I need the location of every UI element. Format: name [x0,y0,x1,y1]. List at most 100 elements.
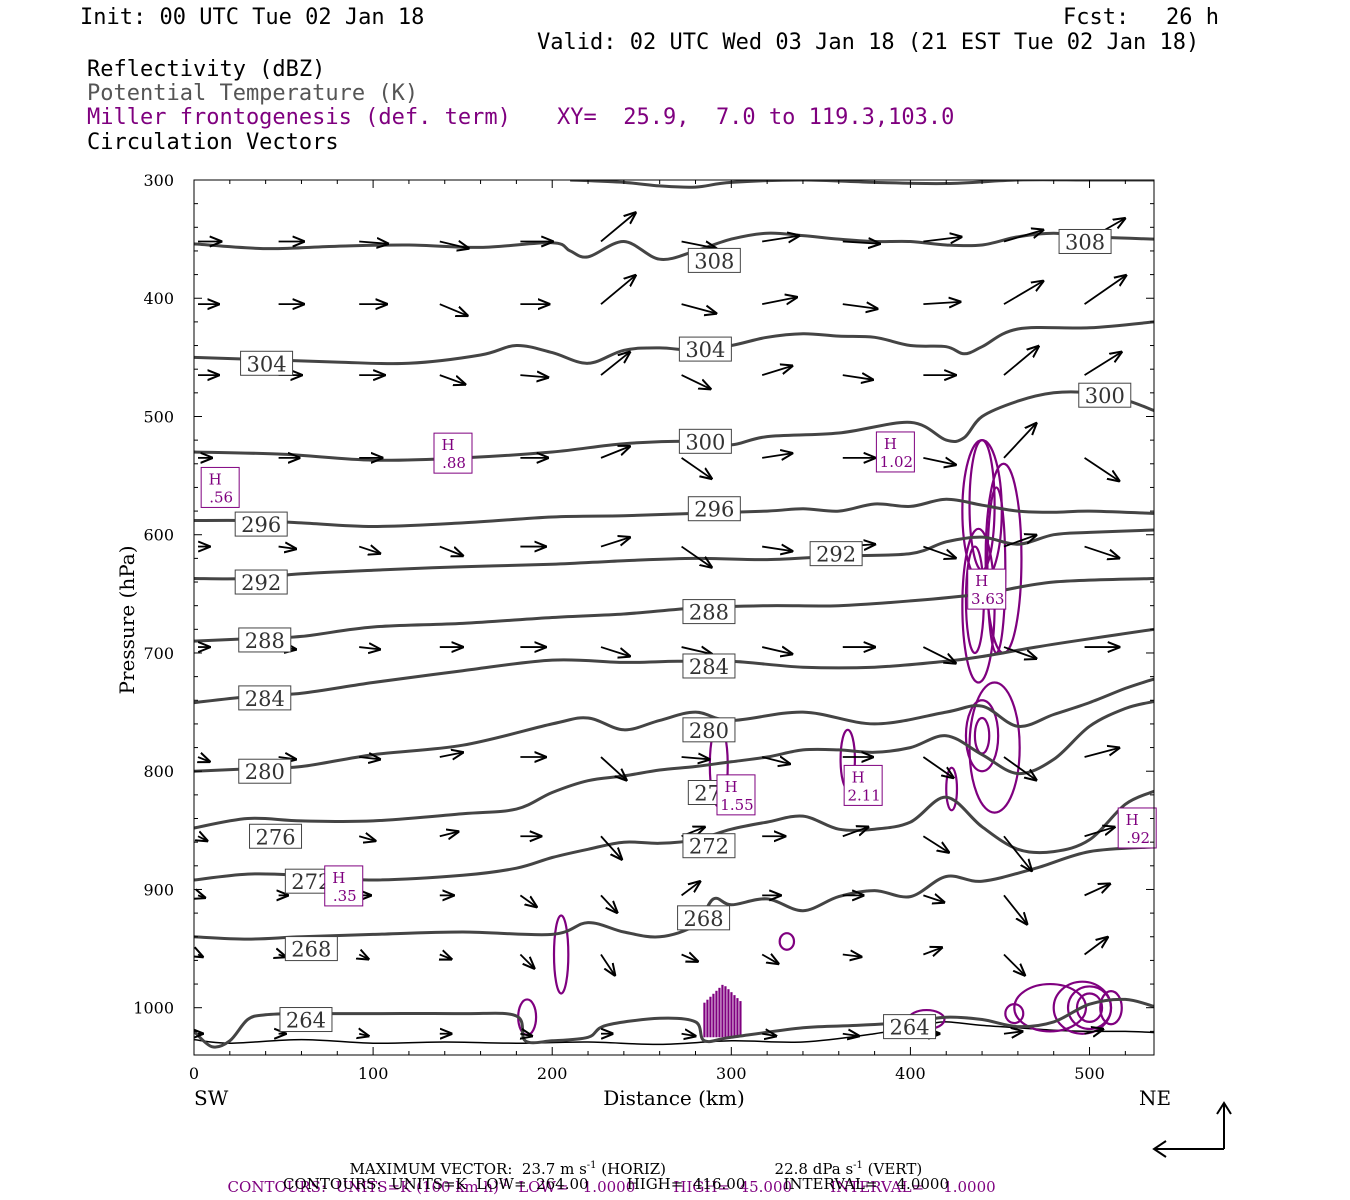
isentrope-284 [194,627,1154,705]
circulation-vector [1158,375,1195,387]
isentrope-label-box [1078,382,1132,408]
plot-frame [193,179,1155,1056]
forecast-label: Fcst: [1063,5,1130,30]
terrain-line [194,1021,1154,1046]
frontogenesis-contour [1004,1003,1025,1025]
isentrope-label: 284 [689,655,729,679]
circulation-vector [1158,241,1198,258]
maximum-tag: H [975,572,988,590]
circulation-vector [278,757,296,759]
maximum-label-box [324,865,364,907]
circulation-vector [1003,281,1043,305]
maximum-tag: H [884,435,897,453]
circulation-vector [358,836,375,841]
circulation-vector [198,895,205,897]
theta-contour-info: CONTOURS: UNITS=K LOW= 264.00 HIGH= 416.… [283,1175,949,1193]
y-tick-label: 900 [143,880,174,899]
circulation-vector [519,953,534,968]
circulation-vector [842,304,878,309]
isentrope-label-box [682,599,736,625]
maximum-tag: H [332,869,345,887]
circulation-vector [1084,1029,1103,1034]
circulation-vector [439,374,465,384]
circulation-vector [1003,346,1038,376]
maximum-tag: H [209,470,222,488]
circulation-vector [1003,230,1043,243]
frontogenesis-contour [552,914,570,995]
maximum-value: .35 [333,887,357,905]
circulation-vector [1003,423,1036,459]
maximum-value: 3.63 [971,590,1004,608]
circulation-vector [600,953,615,975]
frontogenesis-contour [778,932,796,951]
isentrope-label: 268 [684,907,724,931]
circulation-vector [761,366,792,376]
x-end-label-right: NE [1139,1086,1171,1110]
isentrope-label: 268 [291,938,331,962]
circulation-vector [681,457,712,479]
circulation-vector [681,374,711,389]
circulation-vector [762,453,792,458]
frontogenesis-contour [1099,990,1123,1026]
circulation-vector [1158,304,1199,321]
maximum-label-box [433,432,473,474]
fronto-units: CONTOURS: UNITS=K (100 km h) [227,1178,499,1196]
isentrope-label-box [238,685,292,711]
frontogenesis-contour [1075,992,1104,1023]
x-tick-label: 500 [1074,1064,1105,1083]
isentrope-label-box [240,350,294,376]
circulation-vector [600,213,636,243]
circulation-vector [1158,458,1195,470]
circulation-vector [600,275,636,305]
circulation-vector [1084,884,1110,897]
circulation-vector [922,756,953,778]
isentrope-label: 280 [689,719,729,743]
x-tick-label: 300 [716,1064,747,1083]
isentrope-280 [194,677,1154,773]
circulation-vector [1003,646,1036,659]
y-tick-label: 700 [143,644,174,663]
circulation-vector [681,1034,696,1036]
isentrope-268 [194,845,1154,941]
circulation-vector [358,547,380,554]
frontogenesis-contour [973,716,991,755]
circulation-vector [681,647,712,654]
valid-time-label: Valid: 02 UTC Wed 03 Jan 18 (21 EST Tue … [537,30,1200,55]
isentrope-label: 308 [1065,230,1105,254]
legend-frontogenesis: Miller frontogenesis (def. term) [87,105,511,130]
circulation-vector [681,303,717,313]
maximum-tag: H [724,778,737,796]
fronto-range: LOW= 1.0000 HIGH= 45.000 INTERVAL= 1.000… [508,1178,996,1196]
isentrope-label-box [687,247,741,273]
maximum-value: .56 [209,488,233,506]
circulation-vector [842,827,868,838]
cross-section-endpoints: XY= 25.9, 7.0 to 119.3,103.0 [557,105,955,130]
circulation-vector [600,537,630,548]
isentrope-label-box [682,717,736,743]
circulation-vector [761,757,790,764]
circulation-vector [842,375,873,380]
circulation-vector [600,835,622,859]
circulation-vector [762,297,797,304]
max-vector-horiz-exp: -1 [586,1160,597,1171]
isentrope-label-box [677,905,731,931]
isentrope-label: 300 [685,430,725,454]
circulation-vector [923,948,941,955]
circulation-vector [440,954,452,959]
circulation-vector [1084,457,1120,481]
circulation-vector [359,757,380,759]
isentrope-label: 264 [286,1009,326,1033]
isentrope-label-box [687,496,741,522]
circulation-vector [1003,756,1036,780]
circulation-vector [842,954,861,956]
isentrope-label: 304 [247,352,287,376]
circulation-vector [600,756,626,780]
maximum-label-box [716,774,756,816]
frontogenesis-contour [1013,982,1088,1033]
circulation-vector [923,237,961,242]
y-tick-label: 800 [143,762,174,781]
circulation-vector [1084,275,1126,305]
isentrope-label-box [682,833,736,859]
circulation-vector [600,646,630,656]
circulation-vector [1084,827,1115,838]
